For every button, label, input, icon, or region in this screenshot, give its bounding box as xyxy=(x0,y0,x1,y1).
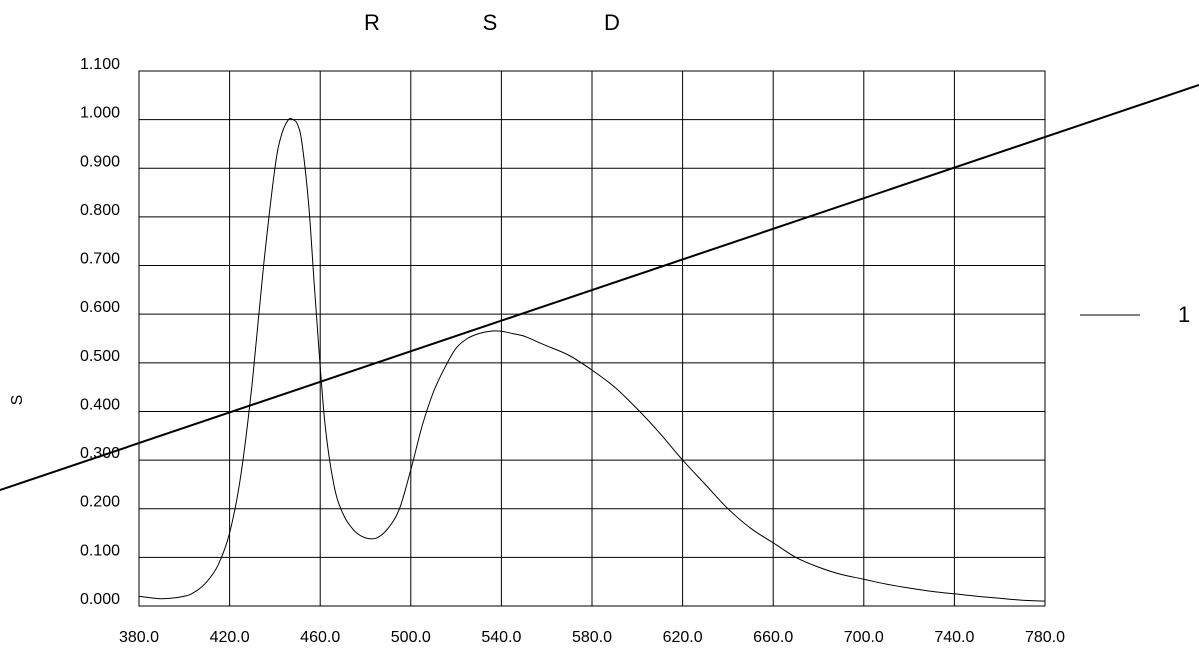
y-tick-label: 1.000 xyxy=(80,105,120,122)
legend-label: 1 xyxy=(1178,302,1190,327)
title-letter: R xyxy=(364,10,380,35)
y-tick-label: 0.500 xyxy=(80,348,120,365)
x-tick-label: 460.0 xyxy=(300,629,340,646)
x-tick-label: 500.0 xyxy=(391,629,431,646)
x-tick-label: 740.0 xyxy=(934,629,974,646)
y-tick-label: 0.700 xyxy=(80,251,120,268)
y-tick-label: 0.300 xyxy=(80,445,120,462)
y-tick-label: 0.200 xyxy=(80,494,120,511)
y-tick-label: 1.100 xyxy=(80,56,120,73)
series-line xyxy=(138,117,1046,602)
y-tick-label: 0.900 xyxy=(80,153,120,170)
x-tick-label: 620.0 xyxy=(663,629,703,646)
y-tick-label: 0.600 xyxy=(80,299,120,316)
y-tick-label: 0.000 xyxy=(80,591,120,608)
x-tick-label: 380.0 xyxy=(119,629,159,646)
x-tick-label: 420.0 xyxy=(210,629,250,646)
x-tick-label: 580.0 xyxy=(572,629,612,646)
y-tick-label: 0.400 xyxy=(80,396,120,413)
x-axis-ticks: 380.0 420.0 460.0 500.0 540.0 580.0 620.0 660.0… xyxy=(119,629,1065,646)
x-tick-label: 700.0 xyxy=(844,629,884,646)
title-letter: S xyxy=(483,10,498,35)
y-tick-label: 0.800 xyxy=(80,202,120,219)
x-tick-label: 660.0 xyxy=(753,629,793,646)
y-axis-ticks: 0.000 0.100 0.200 0.300 0.400 0.500 0.600 0.700… xyxy=(80,56,120,608)
x-tick-label: 540.0 xyxy=(481,629,521,646)
y-axis-label: S xyxy=(9,395,26,406)
y-tick-label: 0.100 xyxy=(80,542,120,559)
diagonal-line xyxy=(0,84,1199,491)
title-letter: D xyxy=(604,10,620,35)
grid xyxy=(139,71,1045,606)
x-tick-label: 780.0 xyxy=(1025,629,1065,646)
